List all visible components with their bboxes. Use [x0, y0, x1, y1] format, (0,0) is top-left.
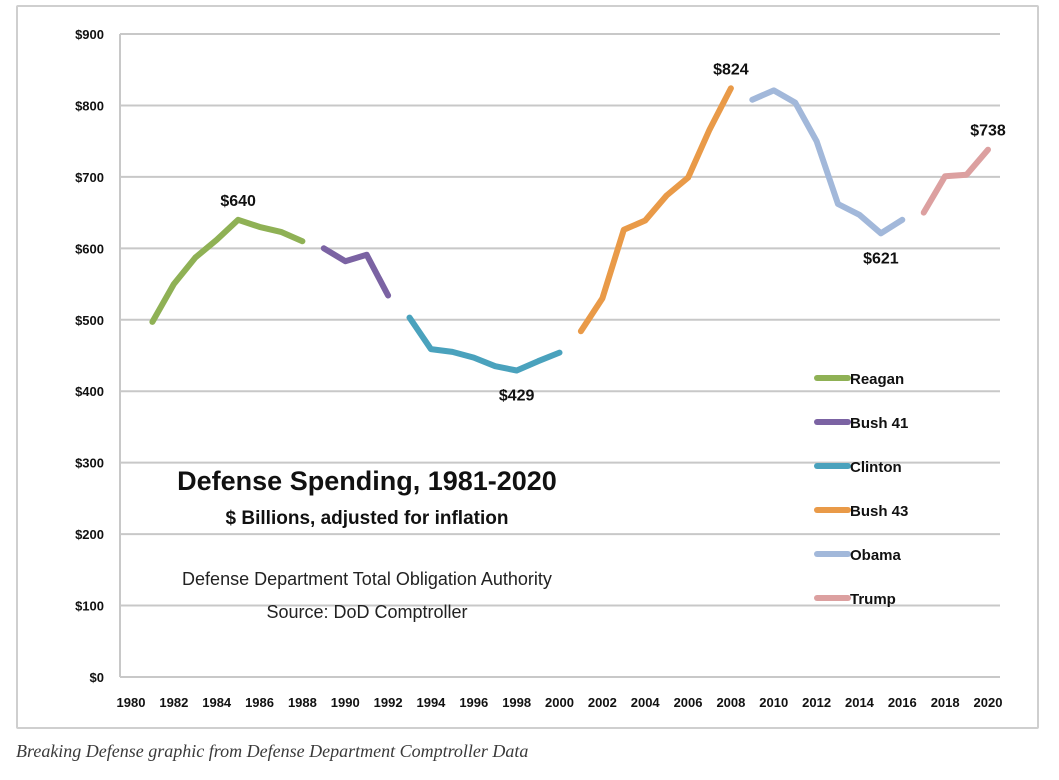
gridlines: [119, 33, 1000, 678]
y-tick-label: $0: [90, 670, 104, 685]
chart-note-source: Source: DoD Comptroller: [266, 602, 467, 622]
data-label: $640: [220, 193, 256, 210]
x-tick-label: 1990: [331, 695, 360, 710]
data-label: $738: [970, 123, 1006, 140]
x-tick-label: 2006: [674, 695, 703, 710]
legend-label: Reagan: [850, 371, 904, 388]
x-tick-label: 1994: [416, 695, 446, 710]
legend-label: Bush 43: [850, 503, 908, 520]
legend-label: Trump: [850, 591, 896, 608]
x-tick-label: 1992: [374, 695, 403, 710]
x-tick-label: 1980: [117, 695, 146, 710]
legend-label: Bush 41: [850, 415, 908, 432]
series-line-trump: [920, 146, 991, 216]
y-tick-label: $400: [75, 384, 104, 399]
legend-item-obama: Obama: [814, 547, 902, 564]
chart-note-authority: Defense Department Total Obligation Auth…: [182, 569, 552, 589]
y-tick-label: $200: [75, 527, 104, 542]
x-tick-label: 1984: [202, 695, 232, 710]
x-tick-label: 2012: [802, 695, 831, 710]
x-tick-label: 2014: [845, 695, 875, 710]
data-label: $621: [863, 250, 899, 267]
y-axis-ticks: $0 $100 $200 $300 $400 $500 $600 $700 $800 $900: [75, 27, 104, 685]
series-line-bush-43: [577, 85, 734, 335]
x-tick-label: 1988: [288, 695, 317, 710]
y-tick-label: $300: [75, 456, 104, 471]
chart-subtitle: $ Billions, adjusted for inflation: [226, 508, 509, 529]
x-tick-label: 2008: [716, 695, 745, 710]
series-lines: [149, 85, 991, 374]
data-label: $824: [713, 61, 749, 78]
x-tick-label: 1982: [159, 695, 188, 710]
legend-item-bush-43: Bush 43: [814, 503, 908, 520]
x-tick-label: 2000: [545, 695, 574, 710]
legend: Reagan Bush 41 Clinton Bush 43 Obama Trump: [814, 371, 908, 608]
y-tick-label: $700: [75, 170, 104, 185]
x-tick-label: 2020: [974, 695, 1003, 710]
data-label: $429: [499, 388, 535, 405]
legend-item-bush-41: Bush 41: [814, 415, 908, 432]
legend-label: Obama: [850, 547, 902, 564]
y-tick-label: $800: [75, 98, 104, 113]
y-tick-label: $500: [75, 313, 104, 328]
x-tick-label: 2018: [931, 695, 960, 710]
x-tick-label: 2010: [759, 695, 788, 710]
title-block: Defense Spending, 1981-2020 $ Billions, …: [177, 466, 557, 622]
series-line-reagan: [149, 216, 306, 325]
x-tick-label: 1986: [245, 695, 274, 710]
y-tick-label: $600: [75, 241, 104, 256]
legend-item-clinton: Clinton: [814, 459, 902, 476]
x-tick-label: 2016: [888, 695, 917, 710]
x-tick-label: 2004: [631, 695, 661, 710]
legend-item-reagan: Reagan: [814, 371, 904, 388]
series-line-clinton: [406, 314, 563, 374]
y-tick-label: $100: [75, 599, 104, 614]
legend-label: Clinton: [850, 459, 902, 476]
x-tick-label: 1998: [502, 695, 531, 710]
legend-item-trump: Trump: [814, 591, 896, 608]
figure-caption: Breaking Defense graphic from Defense De…: [16, 741, 529, 761]
x-axis-ticks: 1980 1982 1984 1986 1988 1990 1992 1994 1996 1998…: [117, 695, 1003, 710]
y-tick-label: $900: [75, 27, 104, 42]
defense-spending-chart: $0 $100 $200 $300 $400 $500 $600 $700 $800 $900 1…: [75, 27, 1006, 710]
x-tick-label: 2002: [588, 695, 617, 710]
series-line-obama: [749, 87, 906, 237]
x-tick-label: 1996: [459, 695, 488, 710]
series-line-bush-41: [320, 245, 392, 299]
data-labels: $640 $429 $824 $621 $738: [220, 61, 1006, 404]
chart-title: Defense Spending, 1981-2020: [177, 466, 557, 496]
